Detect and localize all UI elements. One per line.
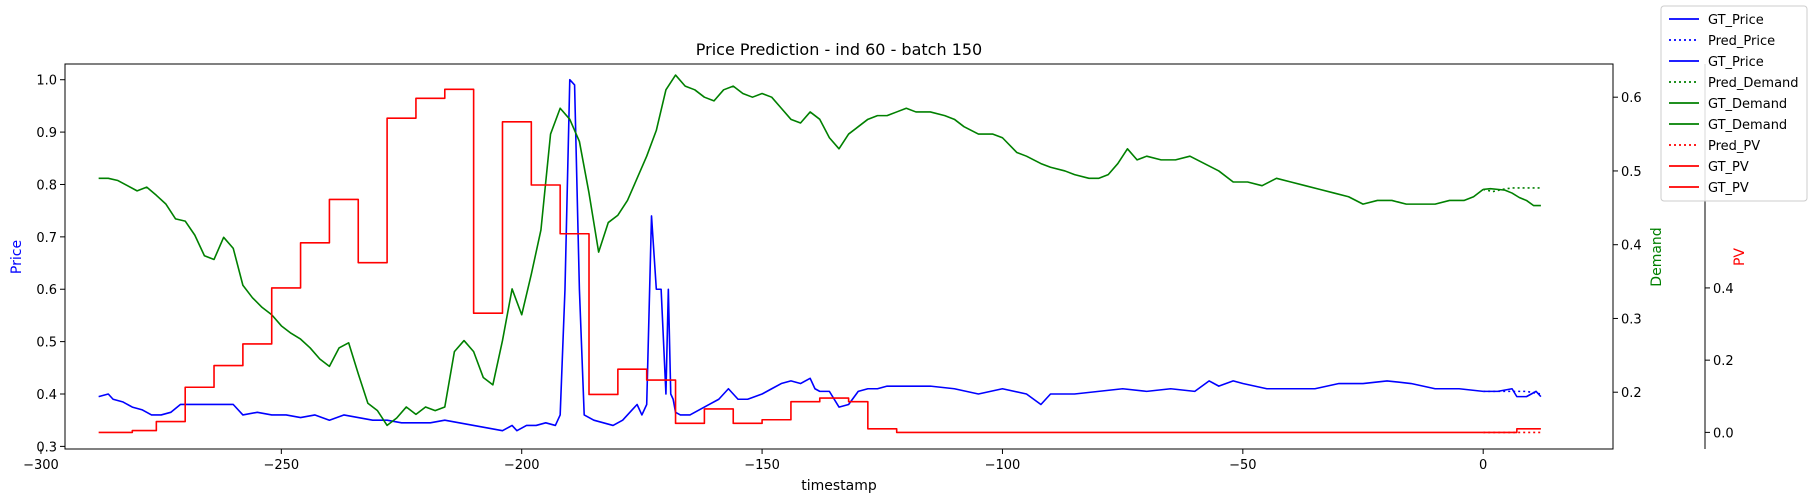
x-tick-label: 0 [1479,458,1487,473]
demand-tick-label: 0.4 [1621,239,1642,254]
price-tick-label: 0.6 [36,283,57,298]
demand-tick-label: 0.2 [1621,386,1642,401]
x-tick-label: −100 [985,458,1021,473]
pv-axis-label: PV [1732,248,1748,266]
x-axis-label: timestamp [801,478,877,494]
price-tick-label: 0.7 [36,231,57,246]
demand-tick-label: 0.3 [1621,312,1642,327]
price-tick-label: 0.8 [36,178,57,193]
price-tick-label: 1.0 [36,74,57,89]
legend-label: Pred_PV [1708,139,1760,154]
legend: GT_Price Pred_Price GT_Price Pred_Demand GT_… [1660,5,1808,202]
gt-demand-line [1483,187,1541,207]
x-tick-label: −200 [504,458,540,473]
gt-pv-line [98,88,1484,434]
plot-frame [64,63,1614,450]
x-tick-label: −150 [744,458,780,473]
pv-tick-label: 0.2 [1713,354,1734,369]
legend-label: Pred_Demand [1708,76,1799,91]
x-tick-label: −300 [23,458,59,473]
price-tick-label: 0.4 [36,388,57,403]
legend-label: GT_Price [1708,55,1764,70]
legend-label: GT_Demand [1708,97,1787,112]
legend-label: GT_Demand [1708,118,1787,133]
pv-tick-label: 0.0 [1713,426,1734,441]
axes-layer: −300 −250 −200 −150 −100 −50 0 0.3 0.4 0.5 0.6 0.7 0… [23,64,1734,473]
legend-label: GT_PV [1708,160,1749,175]
x-tick-label: −50 [1229,458,1256,473]
demand-tick-label: 0.5 [1621,165,1642,180]
price-axis-label: Price [9,240,25,274]
legend-label: GT_Price [1708,13,1764,28]
demand-tick-label: 0.6 [1621,91,1642,106]
chart-title: Price Prediction - ind 60 - batch 150 [696,40,982,59]
price-tick-label: 0.3 [36,440,57,455]
gt-price-line [1483,387,1542,398]
gt-pv-line [1483,427,1541,434]
gt-demand-line [98,74,1484,427]
pv-tick-label: 0.4 [1713,282,1734,297]
legend-label: GT_PV [1708,181,1749,196]
x-tick-label: −250 [263,458,299,473]
legend-label: Pred_Price [1708,34,1775,49]
legend-box [1660,5,1808,202]
demand-axis-label: Demand [1649,227,1665,286]
price-tick-label: 0.9 [36,126,57,141]
gt-price-line [98,78,1484,432]
series-layer [98,74,1542,434]
price-tick-label: 0.5 [36,336,57,351]
